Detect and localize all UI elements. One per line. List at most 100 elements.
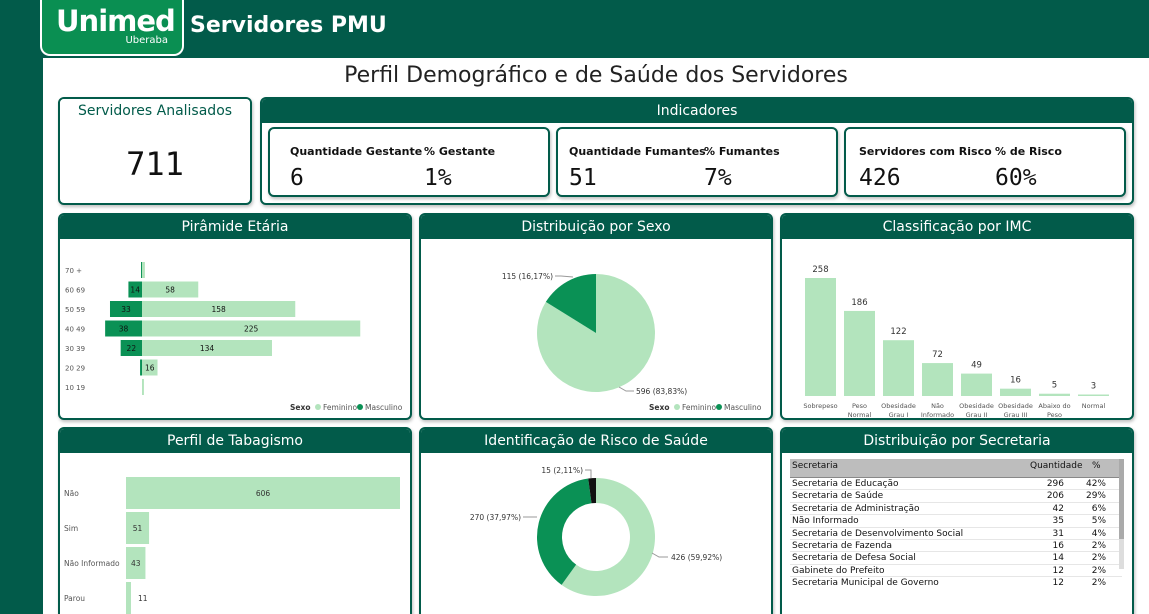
- pyramid-label-masculino: 22: [127, 344, 137, 353]
- tabagismo-category-label: Parou: [64, 594, 85, 603]
- cell-quantidade: 206: [1046, 491, 1064, 502]
- pyramid-label-feminino: 158: [211, 305, 226, 314]
- piramide-legend-m-swatch: [357, 404, 363, 410]
- imc-bar: [1039, 393, 1070, 396]
- scrollbar-thumb[interactable]: [1119, 459, 1124, 539]
- table-scrollbar[interactable]: [1119, 459, 1124, 569]
- gestante-card[interactable]: Quantidade Gestante % Gestante 6 1%: [268, 127, 550, 197]
- fumantes-card[interactable]: Quantidade Fumantes % Fumantes 51 7%: [556, 127, 838, 197]
- imc-category-label: Não: [931, 402, 944, 410]
- col-quantidade[interactable]: Quantidade: [1030, 461, 1083, 471]
- sexo-legend-f: Feminino: [682, 403, 716, 412]
- table-row[interactable]: Secretaria de Desenvolvimento Social 31 4%: [790, 528, 1122, 540]
- report-canvas: Perfil Demográfico e de Saúde dos Servid…: [43, 58, 1149, 614]
- imc-data-label: 3: [1091, 382, 1096, 392]
- imc-data-label: 72: [932, 350, 943, 360]
- pyramid-label-feminino: 16: [145, 364, 155, 373]
- secretaria-title: Distribuição por Secretaria: [782, 429, 1132, 453]
- cell-quantidade: 42: [1052, 503, 1064, 514]
- fumantes-qty-value: 51: [569, 165, 597, 191]
- table-row[interactable]: Secretaria de Fazenda 16 2%: [790, 540, 1122, 553]
- cell-percent: 2%: [1091, 578, 1106, 589]
- gestante-qty-label: Quantidade Gestante: [290, 145, 423, 158]
- sexo-card[interactable]: Distribuição por Sexo 115 (16,17%) 596 (8…: [419, 213, 773, 420]
- table-row[interactable]: Não Informado 35 5%: [790, 515, 1122, 528]
- pie-label-masculino: 115 (16,17%): [502, 272, 553, 281]
- cell-percent: 4%: [1091, 528, 1106, 539]
- col-percent[interactable]: %: [1092, 461, 1101, 471]
- table-row[interactable]: Secretaria Municipal de Governo 12 2%: [790, 577, 1122, 589]
- cell-secretaria: Secretaria Municipal de Governo: [792, 578, 939, 589]
- risco-qty-label: Servidores com Risco: [859, 145, 992, 158]
- tabagismo-title: Perfil de Tabagismo: [60, 429, 410, 453]
- cell-percent: 2%: [1091, 540, 1106, 551]
- risco-pct-label: % de Risco: [995, 145, 1062, 158]
- risco-card[interactable]: Identificação de Risco de Saúde 426 (59,…: [419, 427, 773, 614]
- sexo-legend-m: Masculino: [724, 403, 762, 412]
- imc-card[interactable]: Classificação por IMC 258 Sobrepeso 186 Pes…: [780, 213, 1134, 420]
- table-row[interactable]: Secretaria de Administração 42 6%: [790, 503, 1122, 516]
- pyramid-label-masculino: 38: [119, 325, 129, 334]
- cell-secretaria: Secretaria de Educação: [792, 479, 899, 489]
- secretaria-card[interactable]: Distribuição por Secretaria Secretaria Q…: [780, 427, 1134, 614]
- pyramid-bar-masculino: [120, 340, 142, 356]
- tabagismo-bar: [126, 582, 131, 614]
- risco-indicador-card[interactable]: Servidores com Risco % de Risco 426 60%: [844, 127, 1126, 197]
- cell-percent: 2%: [1091, 565, 1106, 576]
- pyramid-label-feminino: 134: [200, 344, 215, 353]
- fumantes-pct-label: % Fumantes: [704, 145, 780, 158]
- imc-title: Classificação por IMC: [782, 215, 1132, 239]
- table-row[interactable]: Secretaria de Saúde 206 29%: [790, 490, 1122, 503]
- sexo-legend-f-swatch: [674, 404, 680, 410]
- indicadores-title: Indicadores: [262, 99, 1132, 123]
- imc-category-label: Obesidade: [959, 402, 994, 410]
- servidores-card[interactable]: Servidores Analisados 711: [58, 97, 252, 205]
- pie-label-feminino: 596 (83,83%): [636, 387, 687, 396]
- imc-data-label: 16: [1010, 376, 1021, 386]
- imc-category-label: Obesidade: [998, 402, 1033, 410]
- cell-secretaria: Secretaria de Desenvolvimento Social: [792, 528, 964, 539]
- imc-category-label: Grau I: [889, 411, 909, 419]
- donut-label: 426 (59,92%): [671, 553, 722, 562]
- pie-slice-masculino: [545, 274, 596, 333]
- top-bar: Unimed Uberaba Servidores PMU: [0, 0, 1149, 56]
- donut-slice: [588, 478, 596, 504]
- tabagismo-data-label: 43: [131, 559, 141, 568]
- tabagismo-category-label: Não Informado: [64, 559, 120, 568]
- sexo-title: Distribuição por Sexo: [421, 215, 771, 239]
- pyramid-bar-masculino: [105, 320, 142, 337]
- pyramid-bar-feminino: [142, 340, 272, 356]
- risco-title: Identificação de Risco de Saúde: [421, 429, 771, 453]
- pyramid-tick-label: 70 +: [65, 267, 82, 275]
- piramide-card[interactable]: Pirâmide Etária 70 + 60 69 14 58 50 59 33 158 4…: [58, 213, 412, 420]
- imc-bar: [844, 310, 875, 396]
- cell-percent: 6%: [1091, 503, 1106, 514]
- imc-bar: [1000, 388, 1031, 396]
- piramide-chart: 70 + 60 69 14 58 50 59 33 158 40 49 38 225 30 39 22…: [65, 262, 403, 412]
- pyramid-bar-feminino: [142, 262, 145, 278]
- indicadores-card[interactable]: Indicadores Quantidade Gestante % Gestan…: [260, 97, 1134, 205]
- cell-percent: 29%: [1085, 491, 1106, 502]
- risco-qty-value: 426: [859, 165, 901, 191]
- pyramid-bar-masculino: [128, 281, 142, 298]
- table-row[interactable]: Secretaria de Educação 296 42%: [790, 478, 1122, 491]
- tabagismo-card[interactable]: Perfil de Tabagismo Não 606 Sim 51 Não Infor…: [58, 427, 412, 614]
- tabagismo-bar: [126, 512, 150, 544]
- servidores-label: Servidores Analisados: [60, 99, 250, 123]
- pyramid-tick-label: 60 69: [65, 287, 85, 295]
- cell-percent: 42%: [1085, 479, 1106, 489]
- table-row[interactable]: Gabinete do Prefeito 12 2%: [790, 565, 1122, 578]
- secretaria-table[interactable]: Secretaria Quantidade % Secretaria de Ed…: [790, 459, 1122, 589]
- page-title: Perfil Demográfico e de Saúde dos Servid…: [344, 63, 848, 88]
- imc-category-label: Grau II: [966, 411, 988, 419]
- piramide-legend-f-swatch: [315, 404, 321, 410]
- table-row[interactable]: Secretaria de Defesa Social 14 2%: [790, 552, 1122, 565]
- pyramid-bar-masculino: [140, 359, 142, 376]
- cell-quantidade: 12: [1052, 565, 1064, 576]
- cell-secretaria: Secretaria de Administração: [792, 503, 920, 514]
- imc-category-label: Obesidade: [881, 402, 916, 410]
- imc-bar: [961, 373, 992, 396]
- imc-bar: [883, 340, 914, 396]
- col-secretaria[interactable]: Secretaria: [792, 461, 838, 471]
- imc-bar: [1078, 394, 1109, 396]
